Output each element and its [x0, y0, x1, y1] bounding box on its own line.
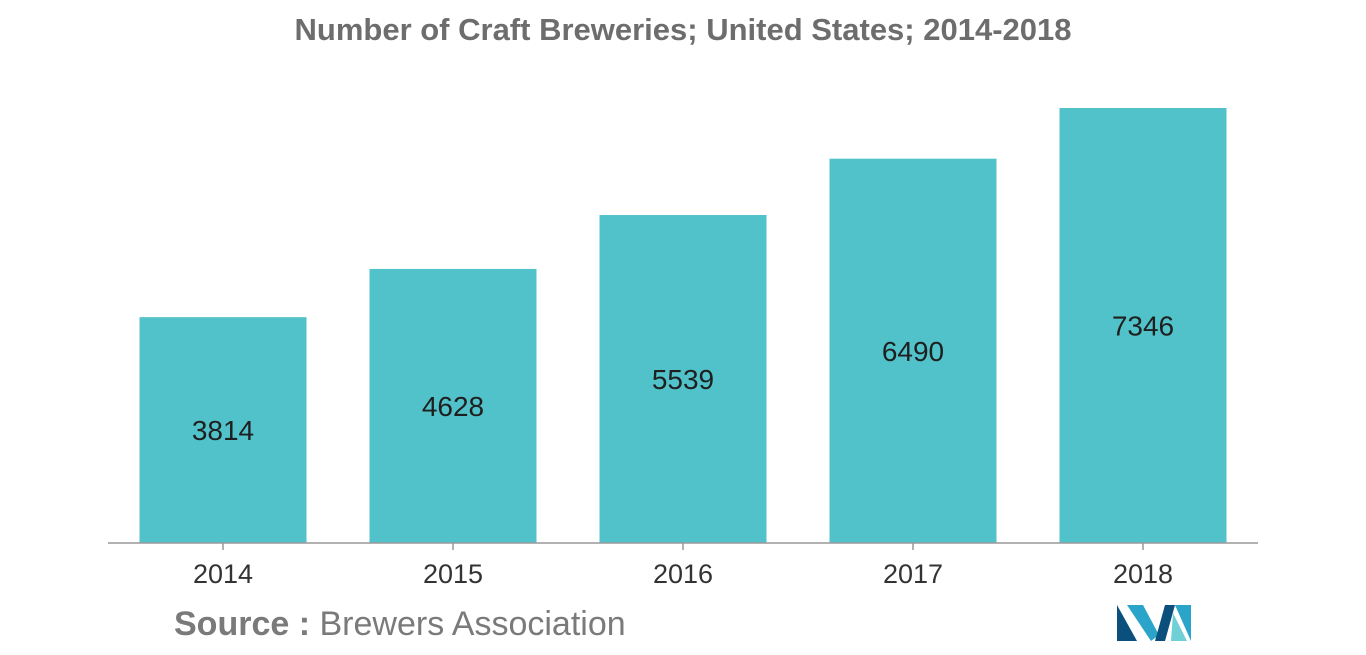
logo-shape	[1175, 605, 1191, 641]
bar-2017	[829, 158, 997, 543]
bar-value-label: 3814	[192, 415, 254, 446]
chart-title: Number of Craft Breweries; United States…	[294, 12, 1072, 47]
x-ticks-layer	[222, 543, 1144, 550]
bar-value-label: 7346	[1112, 311, 1174, 342]
bars-layer	[139, 108, 1227, 544]
logo-shape	[1155, 605, 1175, 641]
company-logo-icon	[1117, 605, 1191, 641]
bar-2016	[599, 215, 767, 544]
x-tick-label: 2014	[193, 559, 253, 589]
x-tick-labels-layer: 2014 2015 2016 2017 2018	[193, 559, 1173, 589]
x-tick-label: 2017	[883, 559, 943, 589]
source-line: Source : Brewers Association	[174, 605, 626, 644]
bar-value-label: 4628	[422, 391, 484, 422]
bar-2014	[139, 317, 307, 543]
bar-value-label: 6490	[882, 336, 944, 367]
logo-shape	[1117, 605, 1137, 641]
source-text: Brewers Association	[319, 605, 626, 643]
x-tick-label: 2016	[653, 559, 713, 589]
bar-2018	[1059, 108, 1227, 543]
x-tick-label: 2015	[423, 559, 483, 589]
logo-shape	[1171, 613, 1187, 641]
logo-shape	[1127, 605, 1159, 641]
source-prefix: Source :	[174, 605, 311, 643]
bar-2015	[369, 268, 537, 543]
bar-chart: 2014 2015 2016 2017 2018 3814 4628 5539 6490 734…	[108, 108, 1258, 589]
value-labels-layer: 3814 4628 5539 6490 7346	[192, 311, 1174, 447]
x-tick-label: 2018	[1113, 559, 1173, 589]
bar-value-label: 5539	[652, 364, 714, 395]
